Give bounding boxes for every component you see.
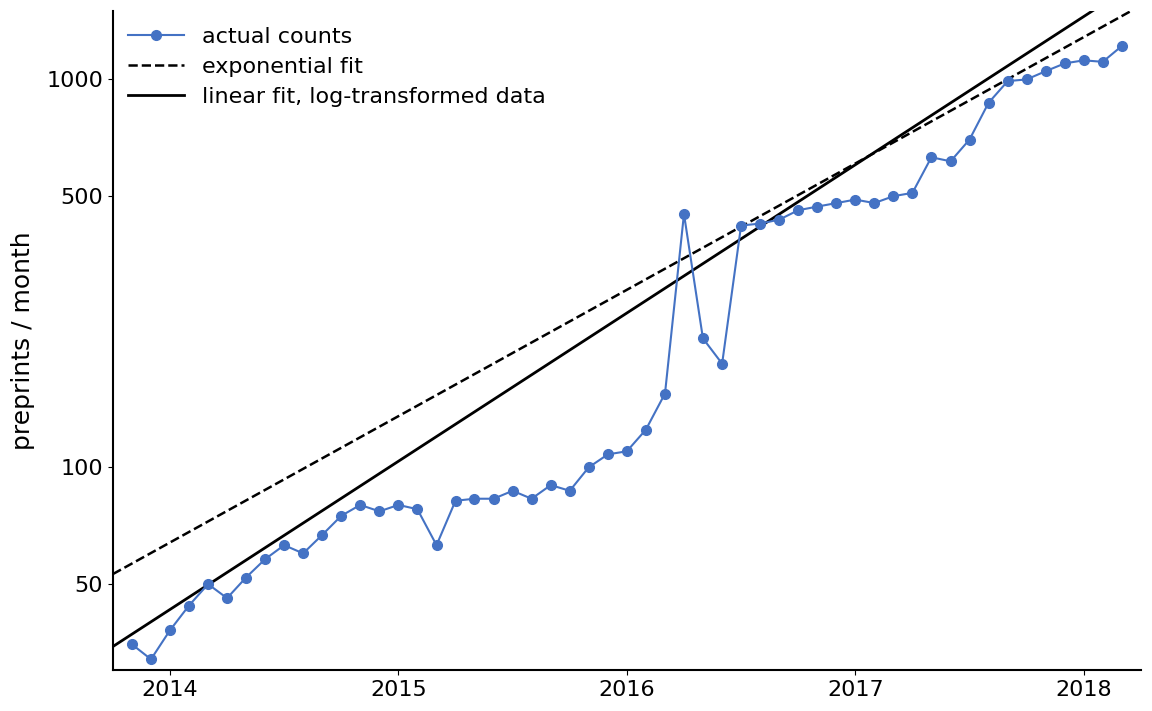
Line: exponential fit: exponential fit [113,6,1140,574]
linear fit, log-transformed data [211,574,225,583]
actual counts [905,188,919,197]
exponential fit [1134,1,1147,10]
actual counts [144,655,158,663]
actual counts [715,360,729,368]
linear fit, log-transformed data [926,110,940,119]
exponential fit [926,116,940,124]
exponential fit [211,512,225,520]
Line: actual counts: actual counts [127,41,1127,664]
exponential fit [559,319,573,328]
actual counts [1020,75,1033,84]
Y-axis label: preprints / month: preprints / month [12,231,35,450]
Legend: actual counts, exponential fit, linear fit, log-transformed data: actual counts, exponential fit, linear f… [124,22,550,111]
linear fit, log-transformed data [106,642,120,651]
exponential fit [908,127,922,135]
exponential fit [522,340,536,348]
linear fit, log-transformed data [812,184,826,193]
Line: linear fit, log-transformed data: linear fit, log-transformed data [113,0,1140,646]
linear fit, log-transformed data [522,373,536,381]
actual counts [124,640,138,648]
exponential fit [812,179,826,188]
linear fit, log-transformed data [559,348,573,357]
actual counts [1115,42,1129,50]
actual counts [734,221,748,230]
exponential fit [106,570,120,578]
linear fit, log-transformed data [908,122,922,131]
actual counts [410,505,424,513]
actual counts [772,215,786,224]
